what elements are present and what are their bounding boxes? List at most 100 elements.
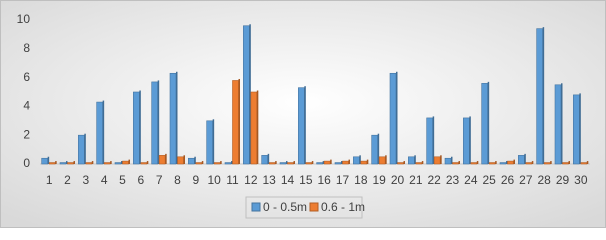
bar-side — [414, 155, 416, 164]
bar-side — [561, 83, 563, 164]
bar-side — [348, 159, 350, 164]
bar-side — [91, 161, 94, 164]
bar-side — [220, 161, 222, 164]
bar-side — [341, 161, 343, 164]
x-tick-label: 16 — [317, 173, 331, 187]
x-tick-label: 19 — [372, 173, 386, 187]
bar-side — [506, 161, 508, 164]
y-tick-label: 2 — [23, 127, 30, 141]
bar — [452, 162, 459, 165]
bar-side — [469, 116, 471, 164]
bar-side — [286, 161, 288, 164]
bar-side — [267, 153, 270, 164]
bar — [48, 162, 56, 165]
bar — [114, 162, 122, 165]
bar — [397, 162, 404, 165]
x-tick-label: 25 — [482, 173, 496, 187]
bar-side — [275, 161, 277, 164]
bar — [78, 134, 85, 165]
bar — [213, 162, 221, 165]
bar — [96, 101, 103, 165]
bar — [536, 28, 543, 165]
bar — [562, 162, 569, 165]
bar — [261, 155, 268, 165]
bar — [232, 80, 239, 165]
bar — [433, 156, 441, 165]
x-tick-label: 23 — [446, 173, 460, 187]
bar — [580, 162, 588, 165]
x-tick-label: 4 — [101, 173, 108, 187]
bar — [67, 162, 74, 165]
bar-side — [322, 161, 325, 164]
bar — [481, 83, 488, 165]
bar — [103, 162, 111, 165]
bar — [250, 91, 258, 165]
x-tick-label: 5 — [119, 173, 126, 187]
bar — [543, 162, 551, 165]
bar — [525, 162, 533, 165]
x-tick-label: 29 — [556, 173, 570, 187]
bar-side — [421, 161, 424, 164]
bar — [188, 157, 195, 165]
bar-side — [249, 24, 251, 165]
bar-side — [487, 81, 490, 164]
x-tick-label: 13 — [262, 173, 276, 187]
bar-side — [377, 133, 380, 164]
bar — [151, 81, 158, 165]
bar — [158, 155, 166, 165]
bar — [85, 162, 93, 165]
bar — [426, 117, 433, 165]
bar — [360, 160, 368, 165]
bar — [41, 157, 48, 165]
bar — [342, 160, 349, 165]
bar — [298, 87, 305, 165]
x-tick-label: 15 — [299, 173, 313, 187]
legend-label: 0 - 0.5m — [263, 200, 307, 214]
bar — [371, 134, 378, 165]
bar-side — [55, 161, 57, 164]
bar-side — [513, 159, 515, 164]
bar — [353, 156, 360, 165]
bar-side — [47, 156, 50, 164]
x-tick-label: 7 — [156, 173, 163, 187]
bar-side — [432, 116, 435, 164]
x-tick-label: 21 — [409, 173, 423, 187]
bar — [279, 162, 287, 165]
bar — [224, 162, 232, 165]
x-tick-label: 9 — [192, 173, 199, 187]
bar — [206, 120, 213, 165]
x-tick-label: 6 — [137, 173, 144, 187]
bar — [122, 160, 129, 165]
bar-side — [212, 119, 215, 164]
bar-side — [330, 159, 332, 164]
y-tick-label: 10 — [17, 12, 31, 26]
x-tick-label: 30 — [574, 173, 588, 187]
bar — [488, 162, 496, 165]
bar-side — [139, 90, 141, 164]
y-tick-label: 4 — [23, 99, 30, 113]
bar-side — [165, 153, 167, 164]
bar — [177, 156, 184, 165]
bar — [573, 94, 580, 165]
x-tick-label: 3 — [82, 173, 89, 187]
bar — [470, 162, 478, 165]
x-tick-label: 27 — [519, 173, 533, 187]
bar-side — [531, 161, 534, 164]
bar-side — [73, 161, 75, 164]
x-tick-label: 14 — [281, 173, 295, 187]
x-tick-label: 24 — [464, 173, 478, 187]
x-tick-label: 11 — [226, 173, 239, 187]
x-tick-label: 28 — [537, 173, 551, 187]
bar-side — [183, 155, 185, 164]
y-tick-label: 0 — [23, 156, 30, 170]
legend-label: 0.6 - 1m — [321, 200, 365, 214]
x-tick-label: 20 — [391, 173, 405, 187]
bar — [59, 162, 67, 165]
bar — [323, 160, 331, 165]
bar — [140, 162, 148, 165]
bar-side — [385, 155, 387, 164]
bar-side — [157, 80, 160, 164]
bar — [169, 72, 177, 165]
bar — [287, 162, 294, 165]
